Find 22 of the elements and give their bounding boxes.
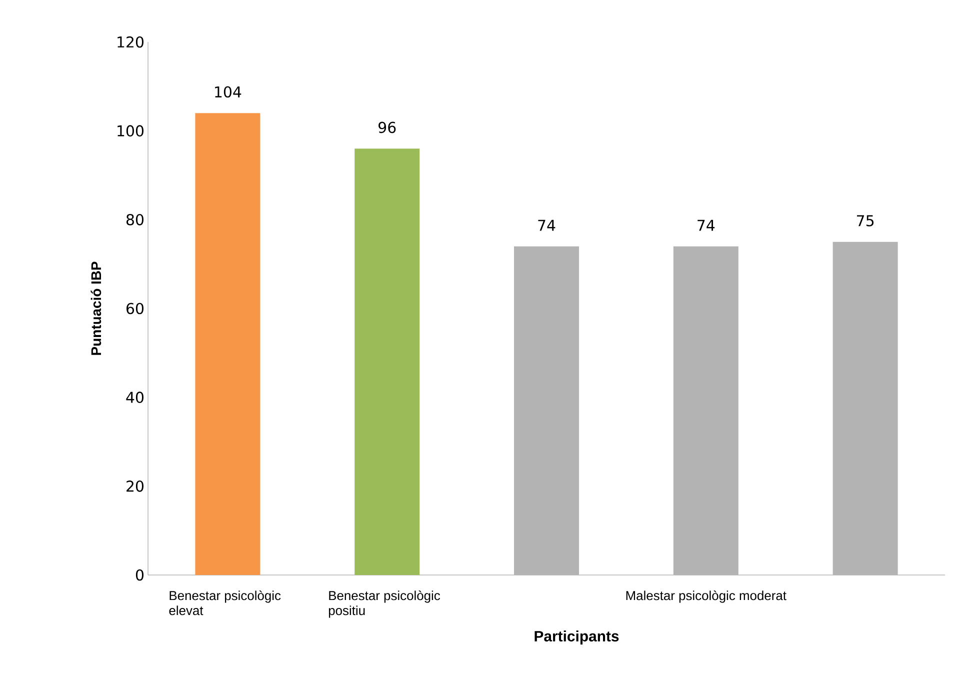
data-label: 96: [378, 122, 396, 134]
bar: [673, 246, 738, 575]
y-tick-label: 0: [136, 569, 144, 581]
data-label: 75: [857, 215, 874, 226]
x-tick-label: Benestar psicològic positiu: [328, 590, 440, 618]
bar: [354, 148, 420, 575]
y-tick-label: 60: [126, 302, 144, 314]
y-tick-label: 100: [118, 125, 144, 136]
y-tick-label: 40: [126, 392, 144, 403]
bar: [514, 246, 580, 575]
x-axis-title: Participants: [534, 630, 619, 644]
data-label: 104: [215, 86, 242, 98]
y-tick-label: 80: [126, 214, 144, 226]
data-label: 74: [538, 220, 556, 231]
y-axis-title: Puntuació IBP: [90, 262, 102, 355]
x-tick-label: Malestar psicològic moderat: [626, 590, 786, 603]
y-tick-label: 120: [118, 36, 144, 48]
y-tick-label: 20: [126, 480, 144, 492]
x-tick-label: Benestar psicològic elevat: [169, 590, 281, 616]
data-label: 74: [698, 220, 715, 231]
bar: [832, 242, 898, 575]
bar: [195, 113, 260, 575]
